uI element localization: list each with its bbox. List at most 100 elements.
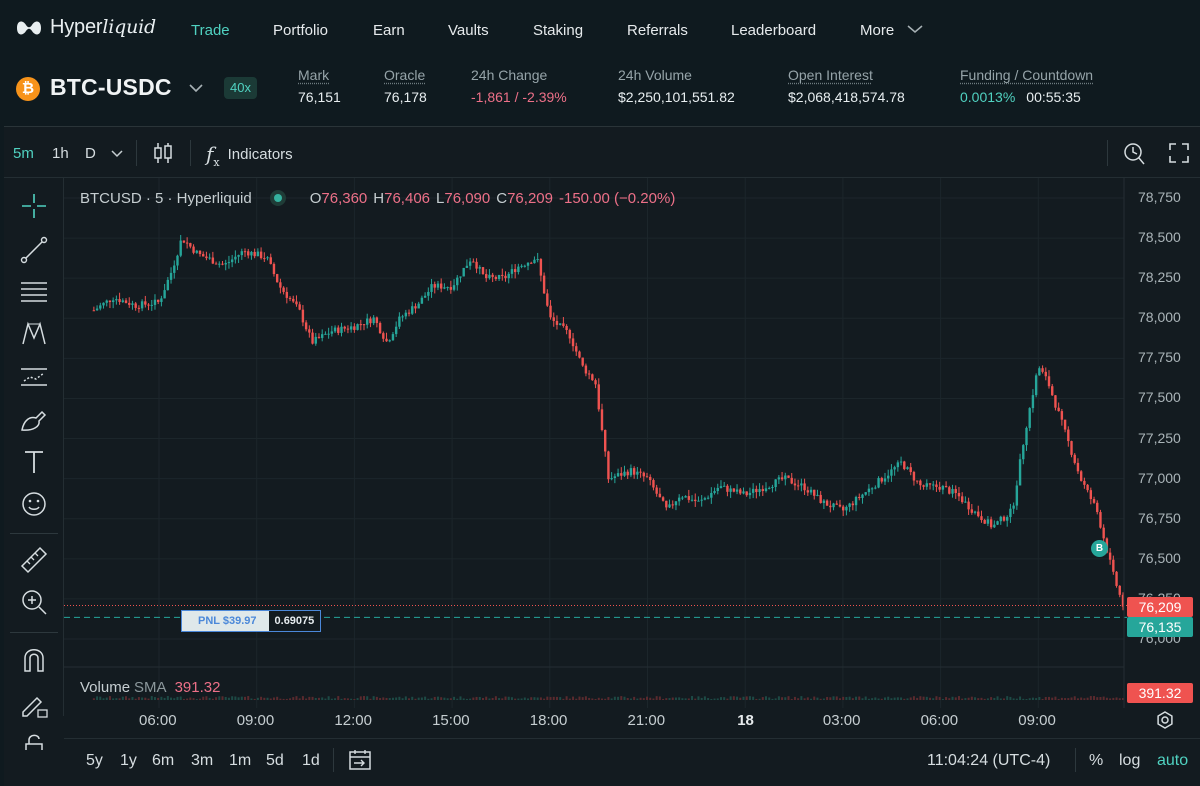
volume-bar xyxy=(266,697,269,700)
stat-label[interactable]: Funding / Countdown xyxy=(960,67,1094,83)
candle-body xyxy=(896,462,900,468)
interval-5m[interactable]: 5m xyxy=(13,145,34,162)
candle-body xyxy=(102,302,105,306)
candle-body xyxy=(359,324,362,326)
candle-body xyxy=(558,323,562,325)
candle-body xyxy=(774,479,777,488)
brush-tool[interactable] xyxy=(18,404,50,436)
candle-body xyxy=(745,491,748,496)
candle-body xyxy=(960,496,964,503)
volume-label[interactable]: Volume xyxy=(80,679,131,696)
candles-icon[interactable] xyxy=(152,141,174,165)
nav-leaderboard[interactable]: Leaderboard xyxy=(731,22,817,39)
volume-bar xyxy=(829,697,832,700)
volume-bar xyxy=(848,696,851,700)
nav-referrals[interactable]: Referrals xyxy=(627,22,688,39)
fib-tool[interactable] xyxy=(18,276,50,308)
candle-body xyxy=(292,298,295,302)
candle-body xyxy=(317,336,321,338)
utc-clock[interactable]: 11:04:24 (UTC-4) xyxy=(927,752,1051,769)
range-5d[interactable]: 5d xyxy=(266,752,284,769)
candle-body xyxy=(710,492,713,498)
candle-body xyxy=(751,488,755,493)
range-3m[interactable]: 3m xyxy=(191,752,214,769)
range-6m[interactable]: 6m xyxy=(152,752,175,769)
text-tool[interactable] xyxy=(18,446,50,478)
candle-body xyxy=(999,516,1002,522)
zoom-tool[interactable] xyxy=(18,586,50,618)
emoji-tool[interactable] xyxy=(18,488,50,520)
stat-label[interactable]: Open Interest xyxy=(788,67,873,83)
brand-logo[interactable]: Hyperliquid xyxy=(16,16,156,39)
volume-bar xyxy=(363,696,366,700)
nav-portfolio[interactable]: Portfolio xyxy=(273,22,329,39)
volume-bar xyxy=(986,698,989,700)
lock-tool[interactable] xyxy=(18,730,50,750)
candle-body xyxy=(378,322,382,334)
volume-bar xyxy=(247,696,250,700)
candle-body xyxy=(616,473,620,477)
stat-label[interactable]: Mark xyxy=(298,67,330,83)
candle-body xyxy=(173,265,176,273)
candle-body xyxy=(1028,408,1031,428)
magnet-tool[interactable] xyxy=(18,644,50,676)
candle-body xyxy=(796,485,800,487)
range-5y[interactable]: 5y xyxy=(86,752,103,769)
candle-body xyxy=(761,489,764,492)
percent-toggle[interactable]: % xyxy=(1089,752,1104,769)
candle-body xyxy=(954,489,957,493)
volume-bar xyxy=(1121,698,1124,700)
candle-body xyxy=(131,303,134,305)
candle-body xyxy=(266,257,269,259)
replay-clock-icon[interactable] xyxy=(1122,140,1146,166)
candle-body xyxy=(562,323,565,326)
nav-earn[interactable]: Earn xyxy=(373,22,405,39)
log-toggle[interactable]: log xyxy=(1119,752,1141,769)
volume-bar xyxy=(108,696,111,700)
nav-more[interactable]: More xyxy=(860,22,924,39)
range-1m[interactable]: 1m xyxy=(229,752,252,769)
range-1y[interactable]: 1y xyxy=(120,752,137,769)
draw-lock-tool[interactable] xyxy=(18,688,50,720)
volume-bar xyxy=(636,698,639,700)
pair-selector[interactable]: BTC-USDC xyxy=(50,74,172,100)
volume-bar xyxy=(668,698,671,700)
nav-staking[interactable]: Staking xyxy=(533,22,584,39)
candle-body xyxy=(404,312,408,317)
date-range-icon[interactable] xyxy=(347,748,373,772)
price-chart[interactable] xyxy=(64,178,1200,738)
candle-body xyxy=(340,326,343,333)
pattern-tool[interactable] xyxy=(18,318,50,350)
candle-body xyxy=(620,473,623,476)
volume-bar xyxy=(552,696,555,700)
range-1d[interactable]: 1d xyxy=(302,752,320,769)
buy-marker-icon[interactable]: B xyxy=(1091,540,1108,557)
crosshair-tool[interactable] xyxy=(18,190,50,222)
stat-label[interactable]: Oracle xyxy=(384,67,426,83)
interval-d[interactable]: D xyxy=(85,145,96,162)
top-nav: Hyperliquid Trade Portfolio Earn Vaults … xyxy=(0,0,1200,62)
indicators-button[interactable]: fx Indicators xyxy=(206,142,293,169)
chevron-down-icon[interactable] xyxy=(110,148,124,160)
volume-bar xyxy=(855,696,858,700)
interval-1h[interactable]: 1h xyxy=(52,145,69,162)
volume-bar xyxy=(652,698,655,700)
leverage-badge[interactable]: 40x xyxy=(224,77,257,99)
settings-gear-icon[interactable] xyxy=(1155,710,1175,730)
auto-toggle[interactable]: auto xyxy=(1157,752,1189,769)
nav-trade[interactable]: Trade xyxy=(191,22,230,39)
candle-body xyxy=(1070,441,1073,455)
position-pnl-label[interactable]: PNL $39.97 0.69075 xyxy=(181,610,322,632)
chart-symbol[interactable]: BTCUSD · 5 · Hyperliquid xyxy=(80,190,252,207)
nav-vaults[interactable]: Vaults xyxy=(448,22,489,39)
candle-body xyxy=(700,499,703,501)
trendline-tool[interactable] xyxy=(18,234,50,266)
candle-body xyxy=(848,503,851,507)
volume-bar xyxy=(366,696,369,700)
forecast-tool[interactable] xyxy=(18,361,50,393)
volume-bar xyxy=(1105,697,1108,700)
chevron-down-icon[interactable] xyxy=(186,78,206,98)
ruler-tool[interactable] xyxy=(18,544,50,576)
volume-bar xyxy=(170,697,173,700)
fullscreen-icon[interactable] xyxy=(1168,142,1190,164)
